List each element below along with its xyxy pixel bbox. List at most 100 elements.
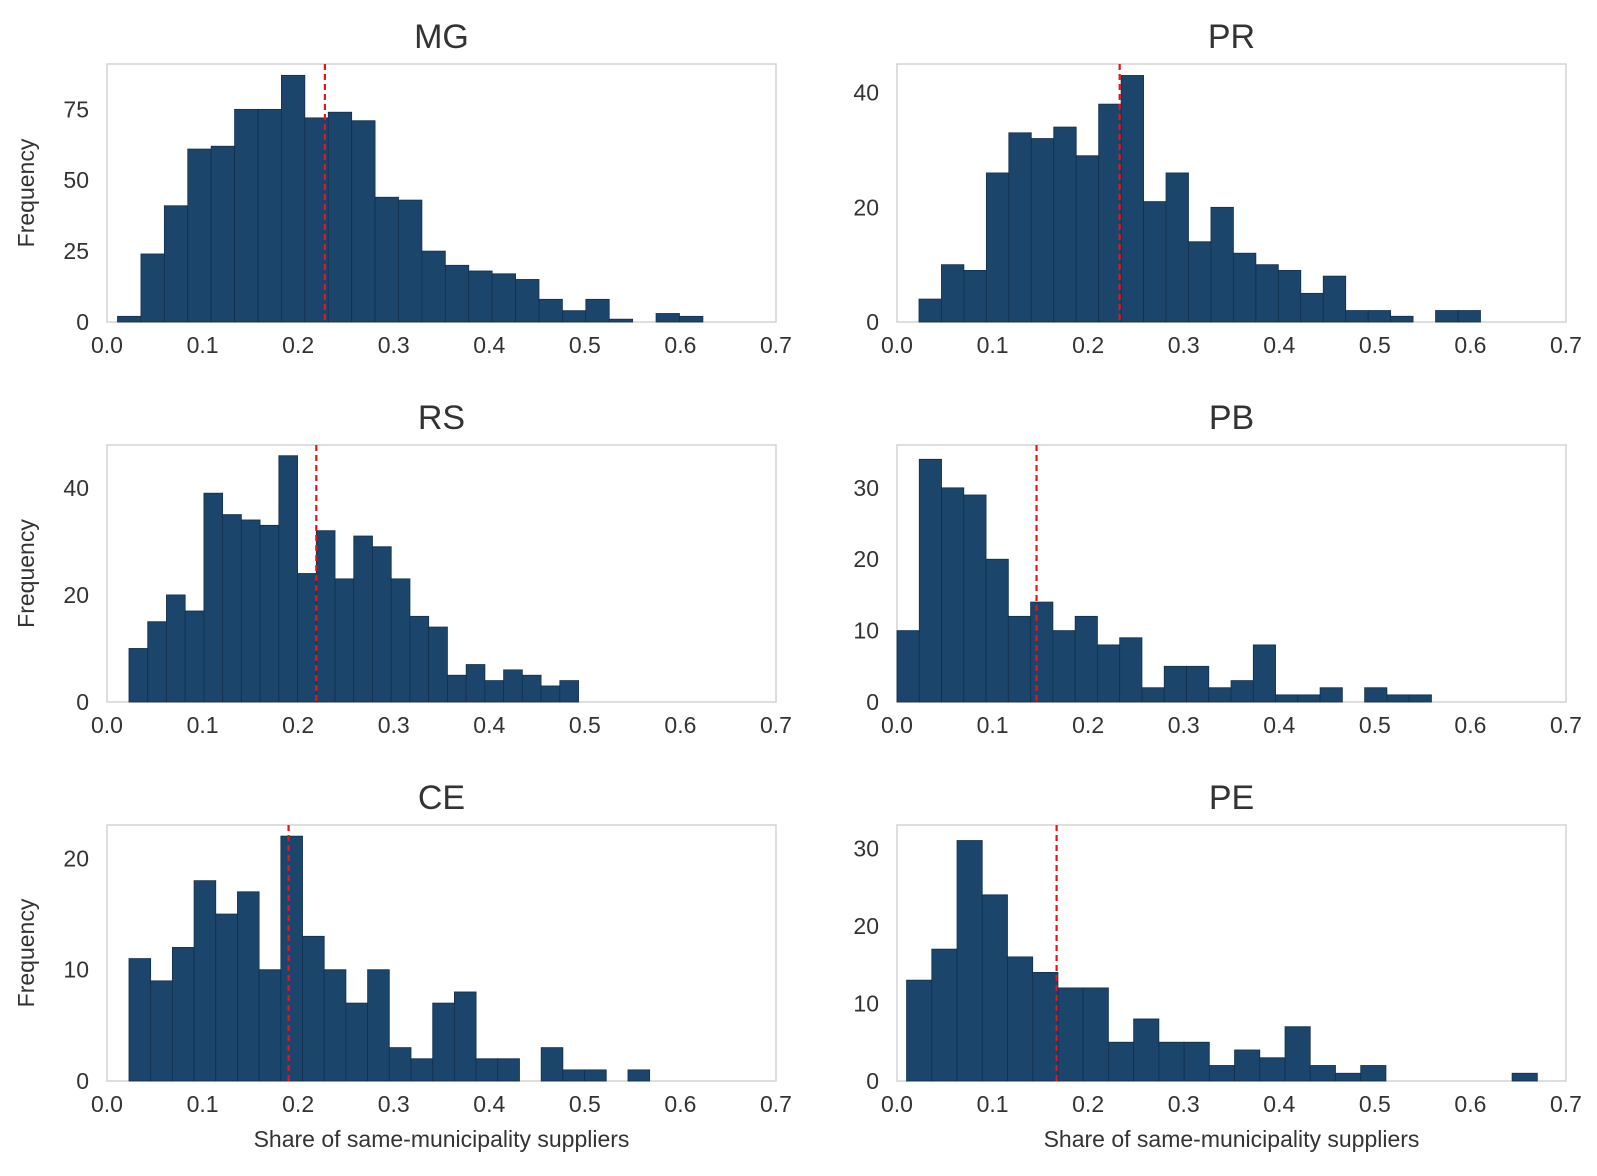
x-tick-label: 0.3 <box>1168 1091 1200 1117</box>
histogram-bar <box>1119 637 1143 703</box>
x-axis-label: Share of same-municipality suppliers <box>1044 1126 1420 1152</box>
histogram-bar <box>203 492 224 703</box>
histogram-bar <box>447 674 467 703</box>
x-tick-label: 0.7 <box>1550 1091 1582 1117</box>
chart-panel-pb: PB 0.0 0.1 0.2 0.3 0.4 0.5 0.6 0.7 0 10 20 30 <box>853 399 1582 738</box>
histogram-bar <box>1511 1072 1538 1082</box>
histogram-bar <box>559 680 579 703</box>
histogram-bar <box>1208 687 1232 703</box>
x-tick-label: 0.5 <box>569 332 601 358</box>
histogram-bar <box>1322 275 1347 323</box>
histogram-bar <box>432 1002 455 1082</box>
histogram-bar <box>278 455 298 703</box>
histogram-bar <box>1360 1065 1387 1082</box>
histogram-bar <box>258 969 282 1082</box>
histogram-bar <box>398 199 423 323</box>
y-tick-label: 10 <box>853 990 879 1016</box>
histogram-bar <box>562 1069 585 1082</box>
histogram-bar <box>1098 103 1122 323</box>
histogram-bar <box>956 840 983 1082</box>
y-tick-label: 0 <box>866 309 879 335</box>
y-tick-label: 0 <box>76 1068 89 1094</box>
histogram-bar <box>163 205 189 323</box>
histogram-bar <box>497 1058 520 1082</box>
x-tick-label: 0.2 <box>282 1091 314 1117</box>
histogram-bar <box>1032 971 1059 1082</box>
y-tick-label: 20 <box>853 913 879 939</box>
histogram-bar <box>627 1069 651 1082</box>
x-tick-label: 0.3 <box>378 1091 410 1117</box>
histogram-bar <box>410 1058 434 1082</box>
x-tick-label: 0.7 <box>760 712 792 738</box>
histogram-bar <box>1252 644 1276 703</box>
histogram-bar <box>315 530 336 703</box>
x-tick-label: 0.6 <box>664 332 696 358</box>
histogram-bar <box>1108 1041 1135 1082</box>
x-tick-label: 0.7 <box>1550 332 1582 358</box>
x-tick-label: 0.3 <box>378 712 410 738</box>
histogram-bar <box>1120 75 1144 323</box>
x-tick-label: 0.6 <box>1454 1091 1486 1117</box>
histogram-bar <box>1082 987 1109 1082</box>
x-tick-label: 0.4 <box>1263 712 1295 738</box>
histogram-bar <box>608 318 634 323</box>
histogram-bar <box>540 685 561 703</box>
histogram-bar <box>234 108 259 323</box>
histogram-bar <box>1141 687 1165 703</box>
histogram-bar <box>475 1058 499 1082</box>
histogram-bar <box>150 980 173 1082</box>
histogram-bar <box>1457 310 1481 323</box>
y-tick-label: 10 <box>853 618 879 644</box>
histogram-bar <box>147 621 167 703</box>
chart-panel-pe: PE 0.0 0.1 0.2 0.3 0.4 0.5 0.6 0.7 0 10 20 30 Share o… <box>853 779 1582 1152</box>
histogram-bar <box>540 1047 564 1082</box>
histogram-bar <box>1097 644 1121 703</box>
y-tick-label: 0 <box>76 309 89 335</box>
panel-title: PE <box>1209 779 1254 817</box>
x-tick-label: 0.0 <box>91 712 123 738</box>
histogram-bar <box>1233 252 1257 323</box>
histogram-bar <box>1284 1026 1311 1082</box>
x-tick-label: 0.5 <box>569 1091 601 1117</box>
y-tick-label: 40 <box>853 80 879 106</box>
histogram-bar <box>453 991 477 1082</box>
x-tick-label: 0.3 <box>378 332 410 358</box>
histogram-bar <box>351 120 376 323</box>
x-tick-label: 0.5 <box>1359 712 1391 738</box>
y-axis-label: Frequency <box>13 898 39 1007</box>
chart-panel-rs: RS 0.0 0.1 0.2 0.3 0.4 0.5 0.6 0.7 0 20 40 Frequency <box>13 399 792 738</box>
y-tick-label: 30 <box>853 835 879 861</box>
histogram-bar <box>503 669 523 703</box>
x-tick-label: 0.1 <box>977 712 1009 738</box>
histogram-bar <box>515 279 540 323</box>
histogram-bar <box>297 573 317 703</box>
histogram-bar <box>985 172 1010 323</box>
x-tick-label: 0.6 <box>664 1091 696 1117</box>
histogram-bar <box>679 315 704 323</box>
x-tick-label: 0.0 <box>881 332 913 358</box>
histogram-bar <box>1053 126 1077 323</box>
histogram-bar <box>585 298 610 323</box>
x-tick-label: 0.2 <box>282 332 314 358</box>
histogram-bar <box>1183 1041 1210 1082</box>
histogram-bar <box>1074 615 1098 703</box>
histogram-bar <box>259 524 280 703</box>
histogram-bar <box>1075 155 1100 323</box>
histogram-bar <box>1158 1041 1185 1082</box>
histogram-bar <box>963 494 987 703</box>
x-tick-label: 0.1 <box>187 332 219 358</box>
x-tick-label: 0.5 <box>1359 332 1391 358</box>
histogram-bar <box>1143 201 1167 323</box>
histogram-bar <box>918 458 942 703</box>
y-tick-label: 20 <box>853 546 879 572</box>
histogram-bar <box>372 546 392 703</box>
histogram-bar <box>388 1047 412 1082</box>
y-tick-label: 75 <box>63 96 89 122</box>
y-tick-label: 20 <box>63 845 89 871</box>
histogram-bar <box>1364 687 1388 703</box>
histogram-bar <box>187 148 212 323</box>
histogram-bar <box>210 145 235 323</box>
histogram-bar <box>1275 694 1299 703</box>
histogram-bar <box>963 269 987 323</box>
